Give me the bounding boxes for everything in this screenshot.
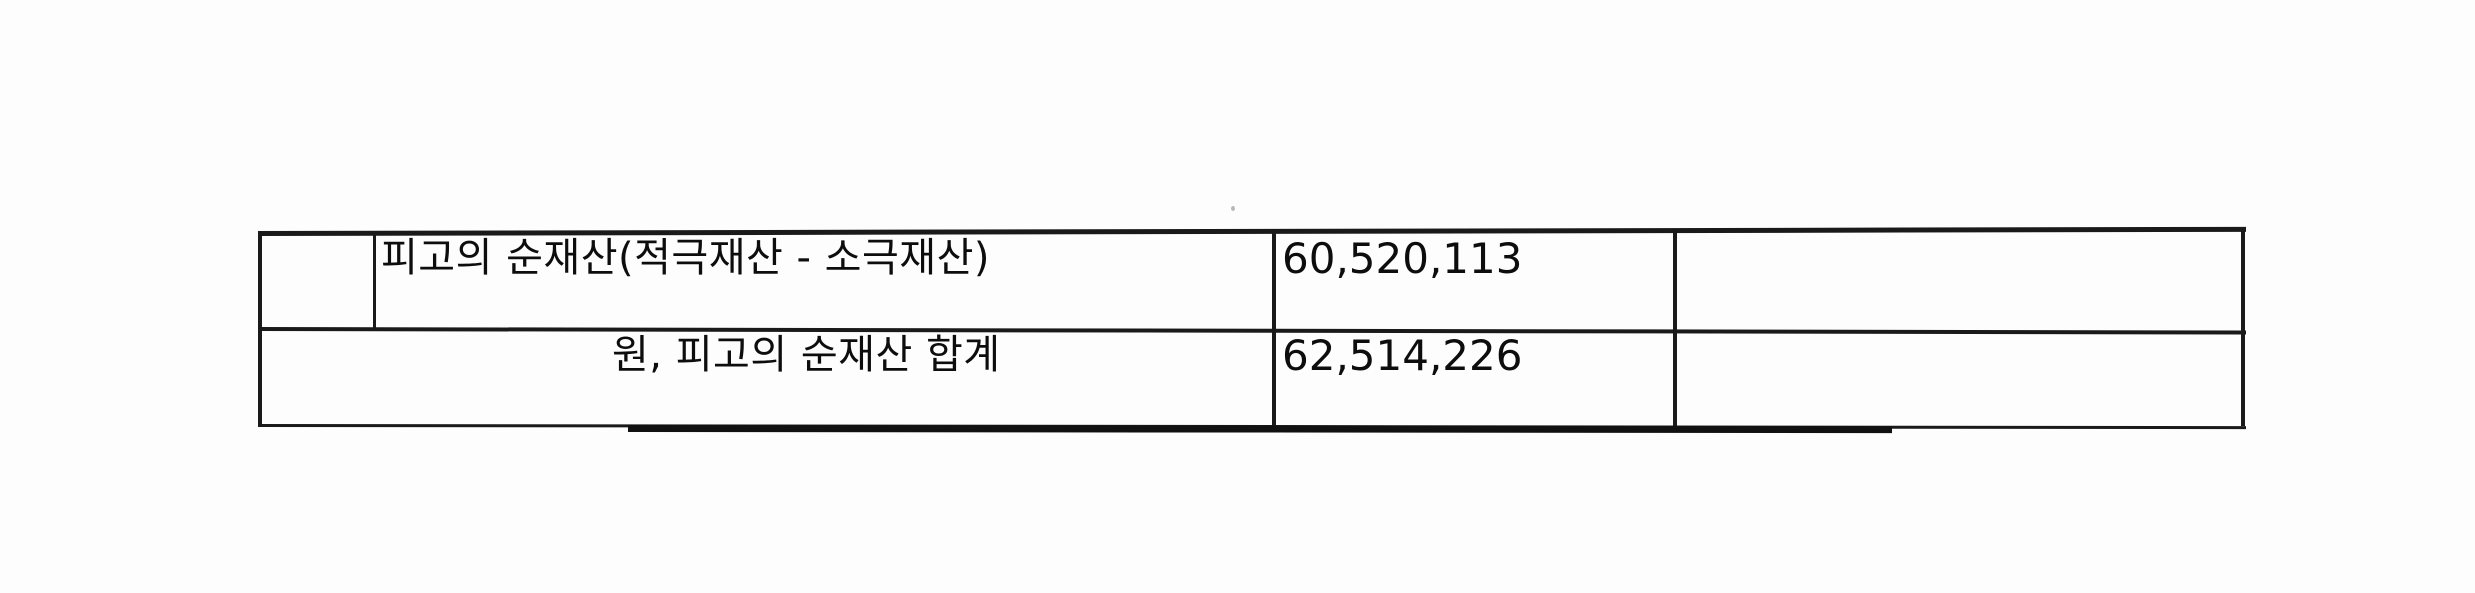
row2-amount: 62,514,226 xyxy=(1282,331,1523,380)
table-right-border xyxy=(2241,230,2245,426)
row1-description: 피고의 순재산(적극재산 - 소극재산) xyxy=(381,235,990,281)
row1-indent-divider xyxy=(373,232,376,328)
table-left-border xyxy=(258,231,262,427)
table-row-divider xyxy=(257,327,2247,335)
scan-speck xyxy=(1231,206,1235,211)
row2-description: 원, 피고의 순재산 합계 xyxy=(612,332,1001,378)
row1-amount: 60,520,113 xyxy=(1282,234,1523,283)
amount-column-divider xyxy=(1272,232,1276,427)
scan-smudge-line xyxy=(627,425,1893,434)
notes-column-divider xyxy=(1673,232,1677,427)
